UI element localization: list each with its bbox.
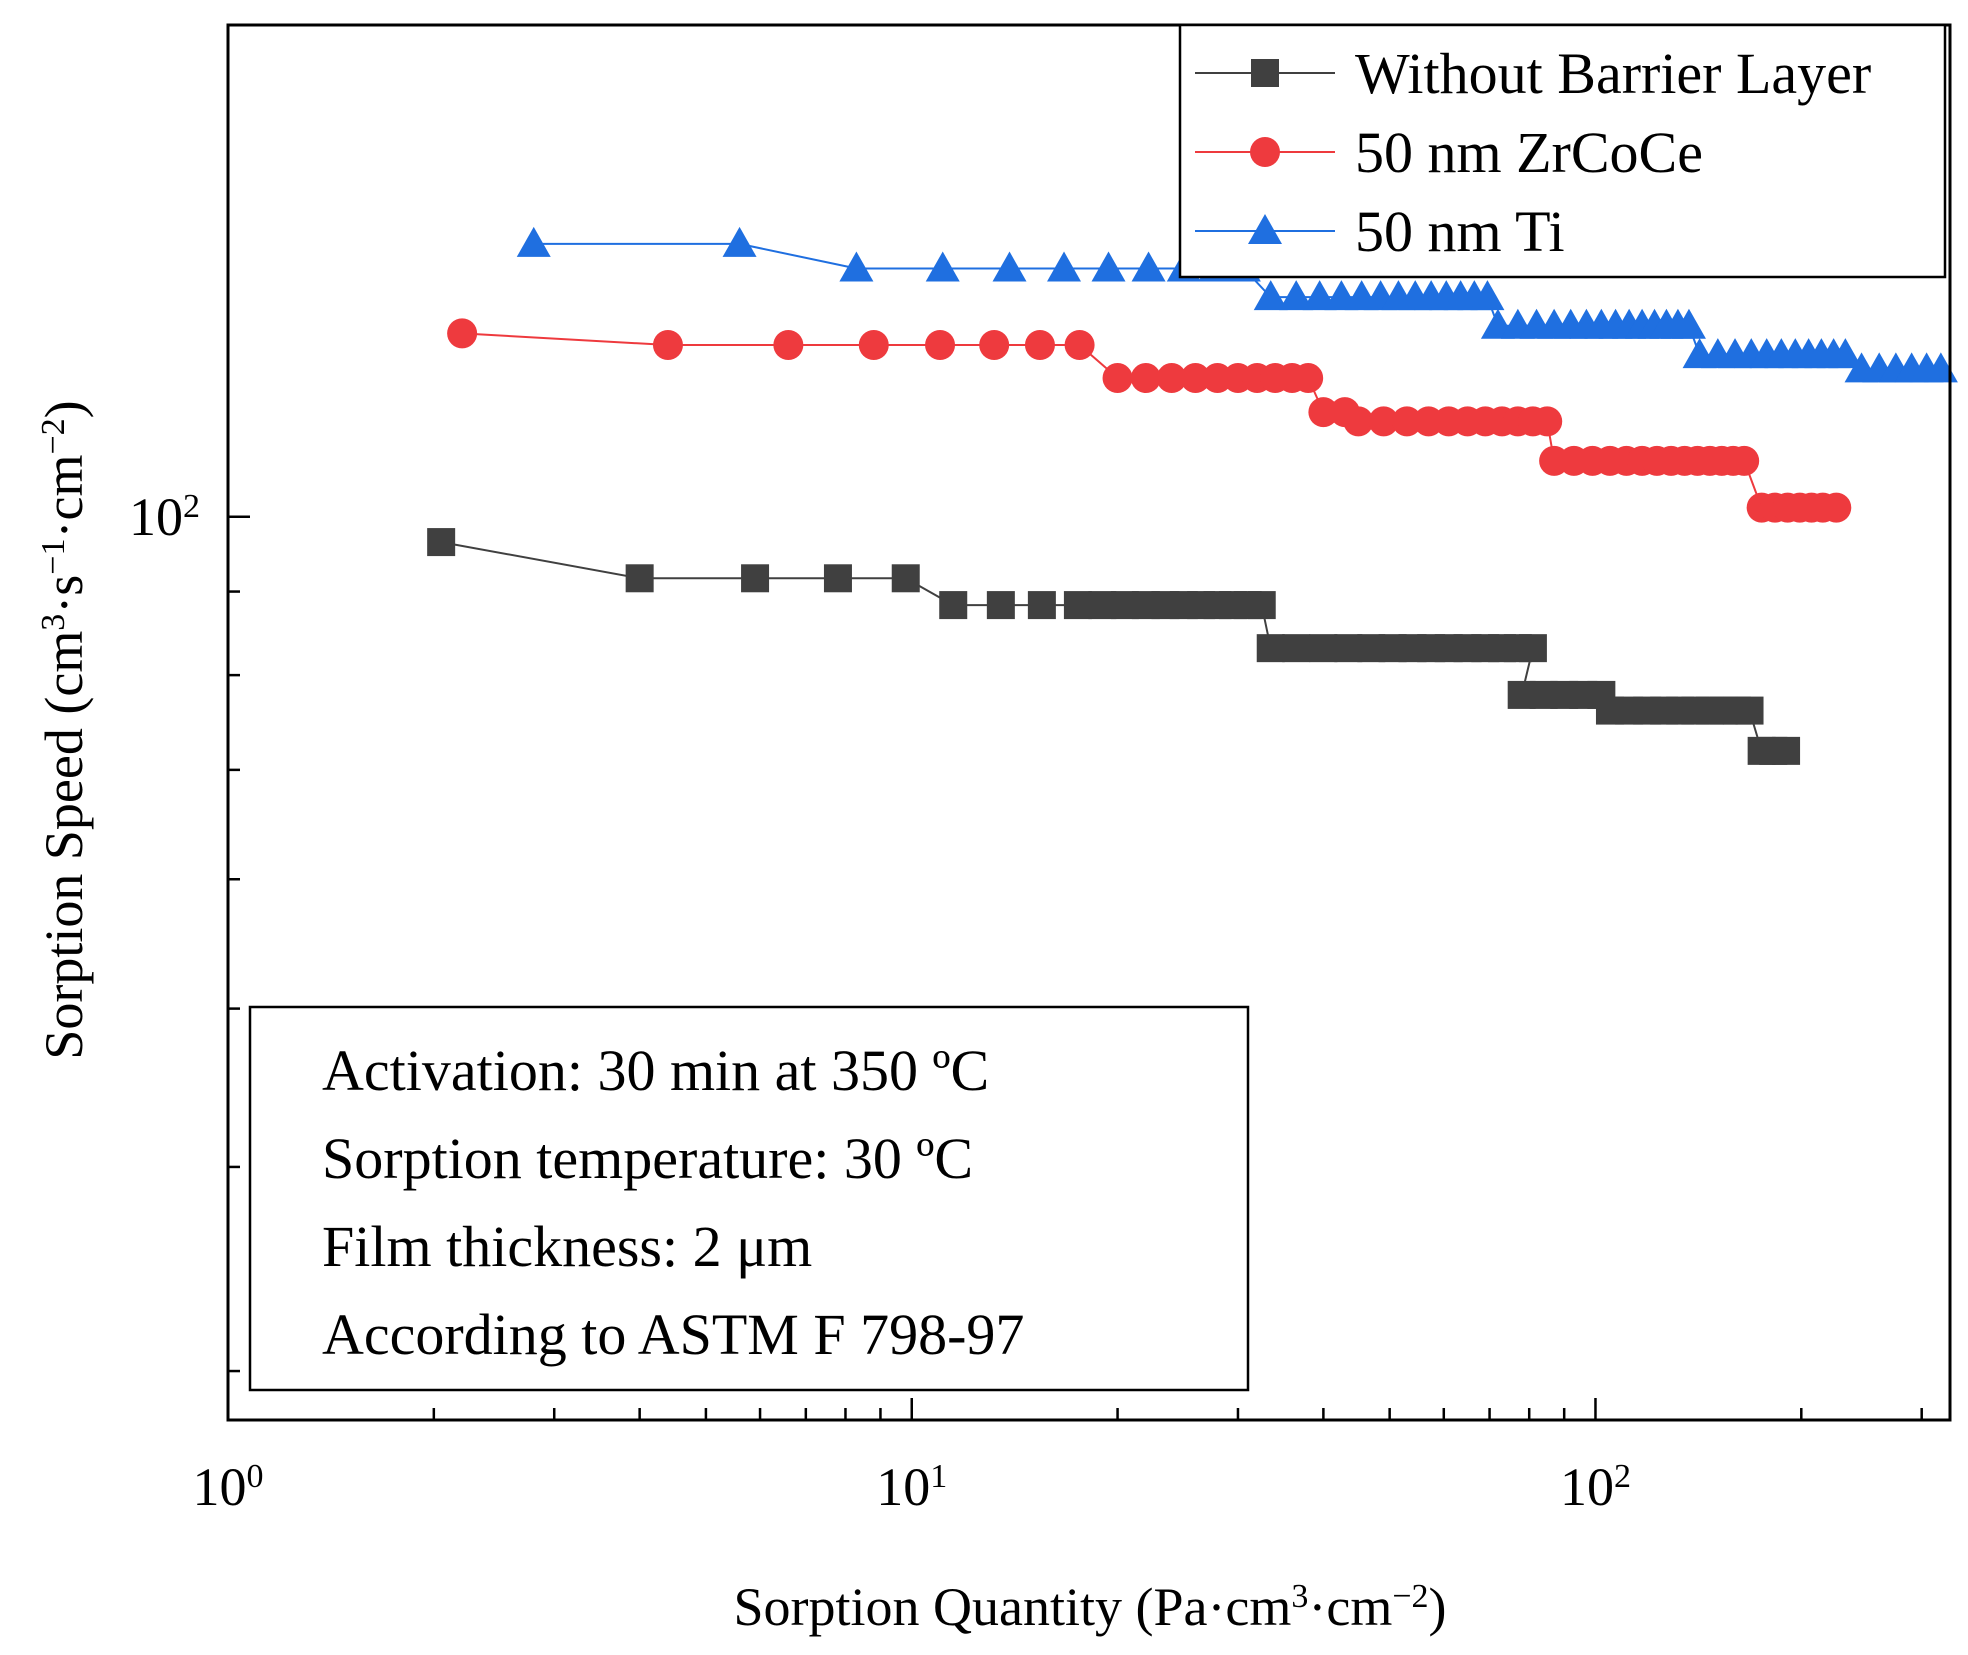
- data-point-triangle: [925, 251, 960, 282]
- data-point-square: [1256, 634, 1285, 663]
- data-point-circle: [1293, 363, 1324, 394]
- tick-labels: 100 101 102 102: [129, 487, 1631, 1517]
- data-point-circle: [1102, 363, 1133, 394]
- data-point-square: [1063, 591, 1092, 620]
- data-point-square: [823, 564, 852, 593]
- legend-label: 50 nm Ti: [1355, 199, 1565, 264]
- data-point-circle: [652, 329, 683, 360]
- plot-frame: [226, 23, 1952, 1422]
- data-point-circle: [1024, 329, 1055, 360]
- data-point-square: [625, 564, 654, 593]
- data-point-square: [1772, 736, 1801, 765]
- legend-marker-triangle: [1248, 214, 1282, 244]
- annotation-line-sorption-temperature: Sorption temperature: 30 ºC: [322, 1126, 973, 1191]
- data-point-circle: [1064, 329, 1095, 360]
- data-point-circle: [979, 329, 1010, 360]
- axis-ticks: [226, 23, 1923, 1420]
- x-axis-label: Sorption Quantity (Pa·cm3·cm−2): [733, 1577, 1446, 1637]
- data-point-square: [1247, 591, 1276, 620]
- data-point-circle: [773, 329, 804, 360]
- data-point-circle: [1532, 406, 1563, 437]
- data-point-square: [1309, 634, 1338, 663]
- legend: Without Barrier Layer 50 nm ZrCoCe 50 nm T…: [1178, 23, 1947, 279]
- data-point-square: [427, 528, 456, 557]
- data-point-triangle: [1279, 280, 1314, 311]
- x-tick-label: 100: [193, 1457, 264, 1517]
- data-point-triangle: [1253, 280, 1288, 311]
- x-tick-label: 102: [1560, 1457, 1631, 1517]
- annotation-line-activation: Activation: 30 min at 350 ºC: [322, 1038, 989, 1103]
- data-point-triangle: [1091, 251, 1126, 282]
- data-point-circle: [1156, 363, 1187, 394]
- data-point-circle: [1729, 445, 1760, 476]
- data-point-triangle: [516, 226, 551, 257]
- data-point-square: [986, 591, 1015, 620]
- annotation-line-film-thickness: Film thickness: 2 μm: [322, 1214, 812, 1279]
- data-point-triangle: [1828, 338, 1863, 369]
- legend-label: Without Barrier Layer: [1355, 41, 1871, 106]
- data-point-circle: [447, 318, 478, 349]
- data-point-square: [891, 564, 920, 593]
- legend-marker-circle: [1250, 137, 1280, 167]
- data-point-triangle: [1131, 251, 1166, 282]
- annotation-box: Activation: 30 min at 350 ºC Sorption te…: [248, 1005, 1250, 1392]
- data-point-triangle: [1047, 251, 1082, 282]
- data-point-circle: [1180, 363, 1211, 394]
- series-lines: [441, 242, 1941, 752]
- legend-label: 50 nm ZrCoCe: [1355, 120, 1703, 185]
- data-point-square: [1027, 591, 1056, 620]
- series-markers: [427, 226, 1958, 765]
- data-point-square: [1735, 696, 1764, 725]
- data-point-triangle: [992, 251, 1027, 282]
- data-point-circle: [1130, 363, 1161, 394]
- data-point-triangle: [839, 251, 874, 282]
- data-point-circle: [1368, 406, 1399, 437]
- legend-marker-square: [1251, 59, 1279, 87]
- data-point-circle: [1308, 397, 1339, 428]
- data-point-circle: [925, 329, 956, 360]
- data-point-triangle: [1671, 308, 1706, 339]
- legend-entries: Without Barrier Layer 50 nm ZrCoCe 50 nm T…: [1195, 41, 1871, 264]
- data-point-triangle: [722, 226, 757, 257]
- data-point-circle: [858, 329, 889, 360]
- data-point-triangle: [1470, 280, 1505, 311]
- data-point-circle: [1821, 492, 1852, 523]
- y-tick-label: 102: [129, 487, 200, 547]
- data-point-triangle: [1302, 280, 1337, 311]
- data-point-square: [939, 591, 968, 620]
- data-point-square: [1518, 634, 1547, 663]
- y-axis-label: Sorption Speed (cm3·s−1·cm−2): [34, 400, 94, 1059]
- data-point-square: [741, 564, 770, 593]
- annotation-frame: [248, 1005, 1250, 1392]
- data-point-circle: [1391, 406, 1422, 437]
- x-tick-label: 101: [876, 1457, 947, 1517]
- data-point-square: [1282, 634, 1311, 663]
- data-point-circle: [1343, 406, 1374, 437]
- annotation-line-standard: According to ASTM F 798-97: [322, 1302, 1024, 1367]
